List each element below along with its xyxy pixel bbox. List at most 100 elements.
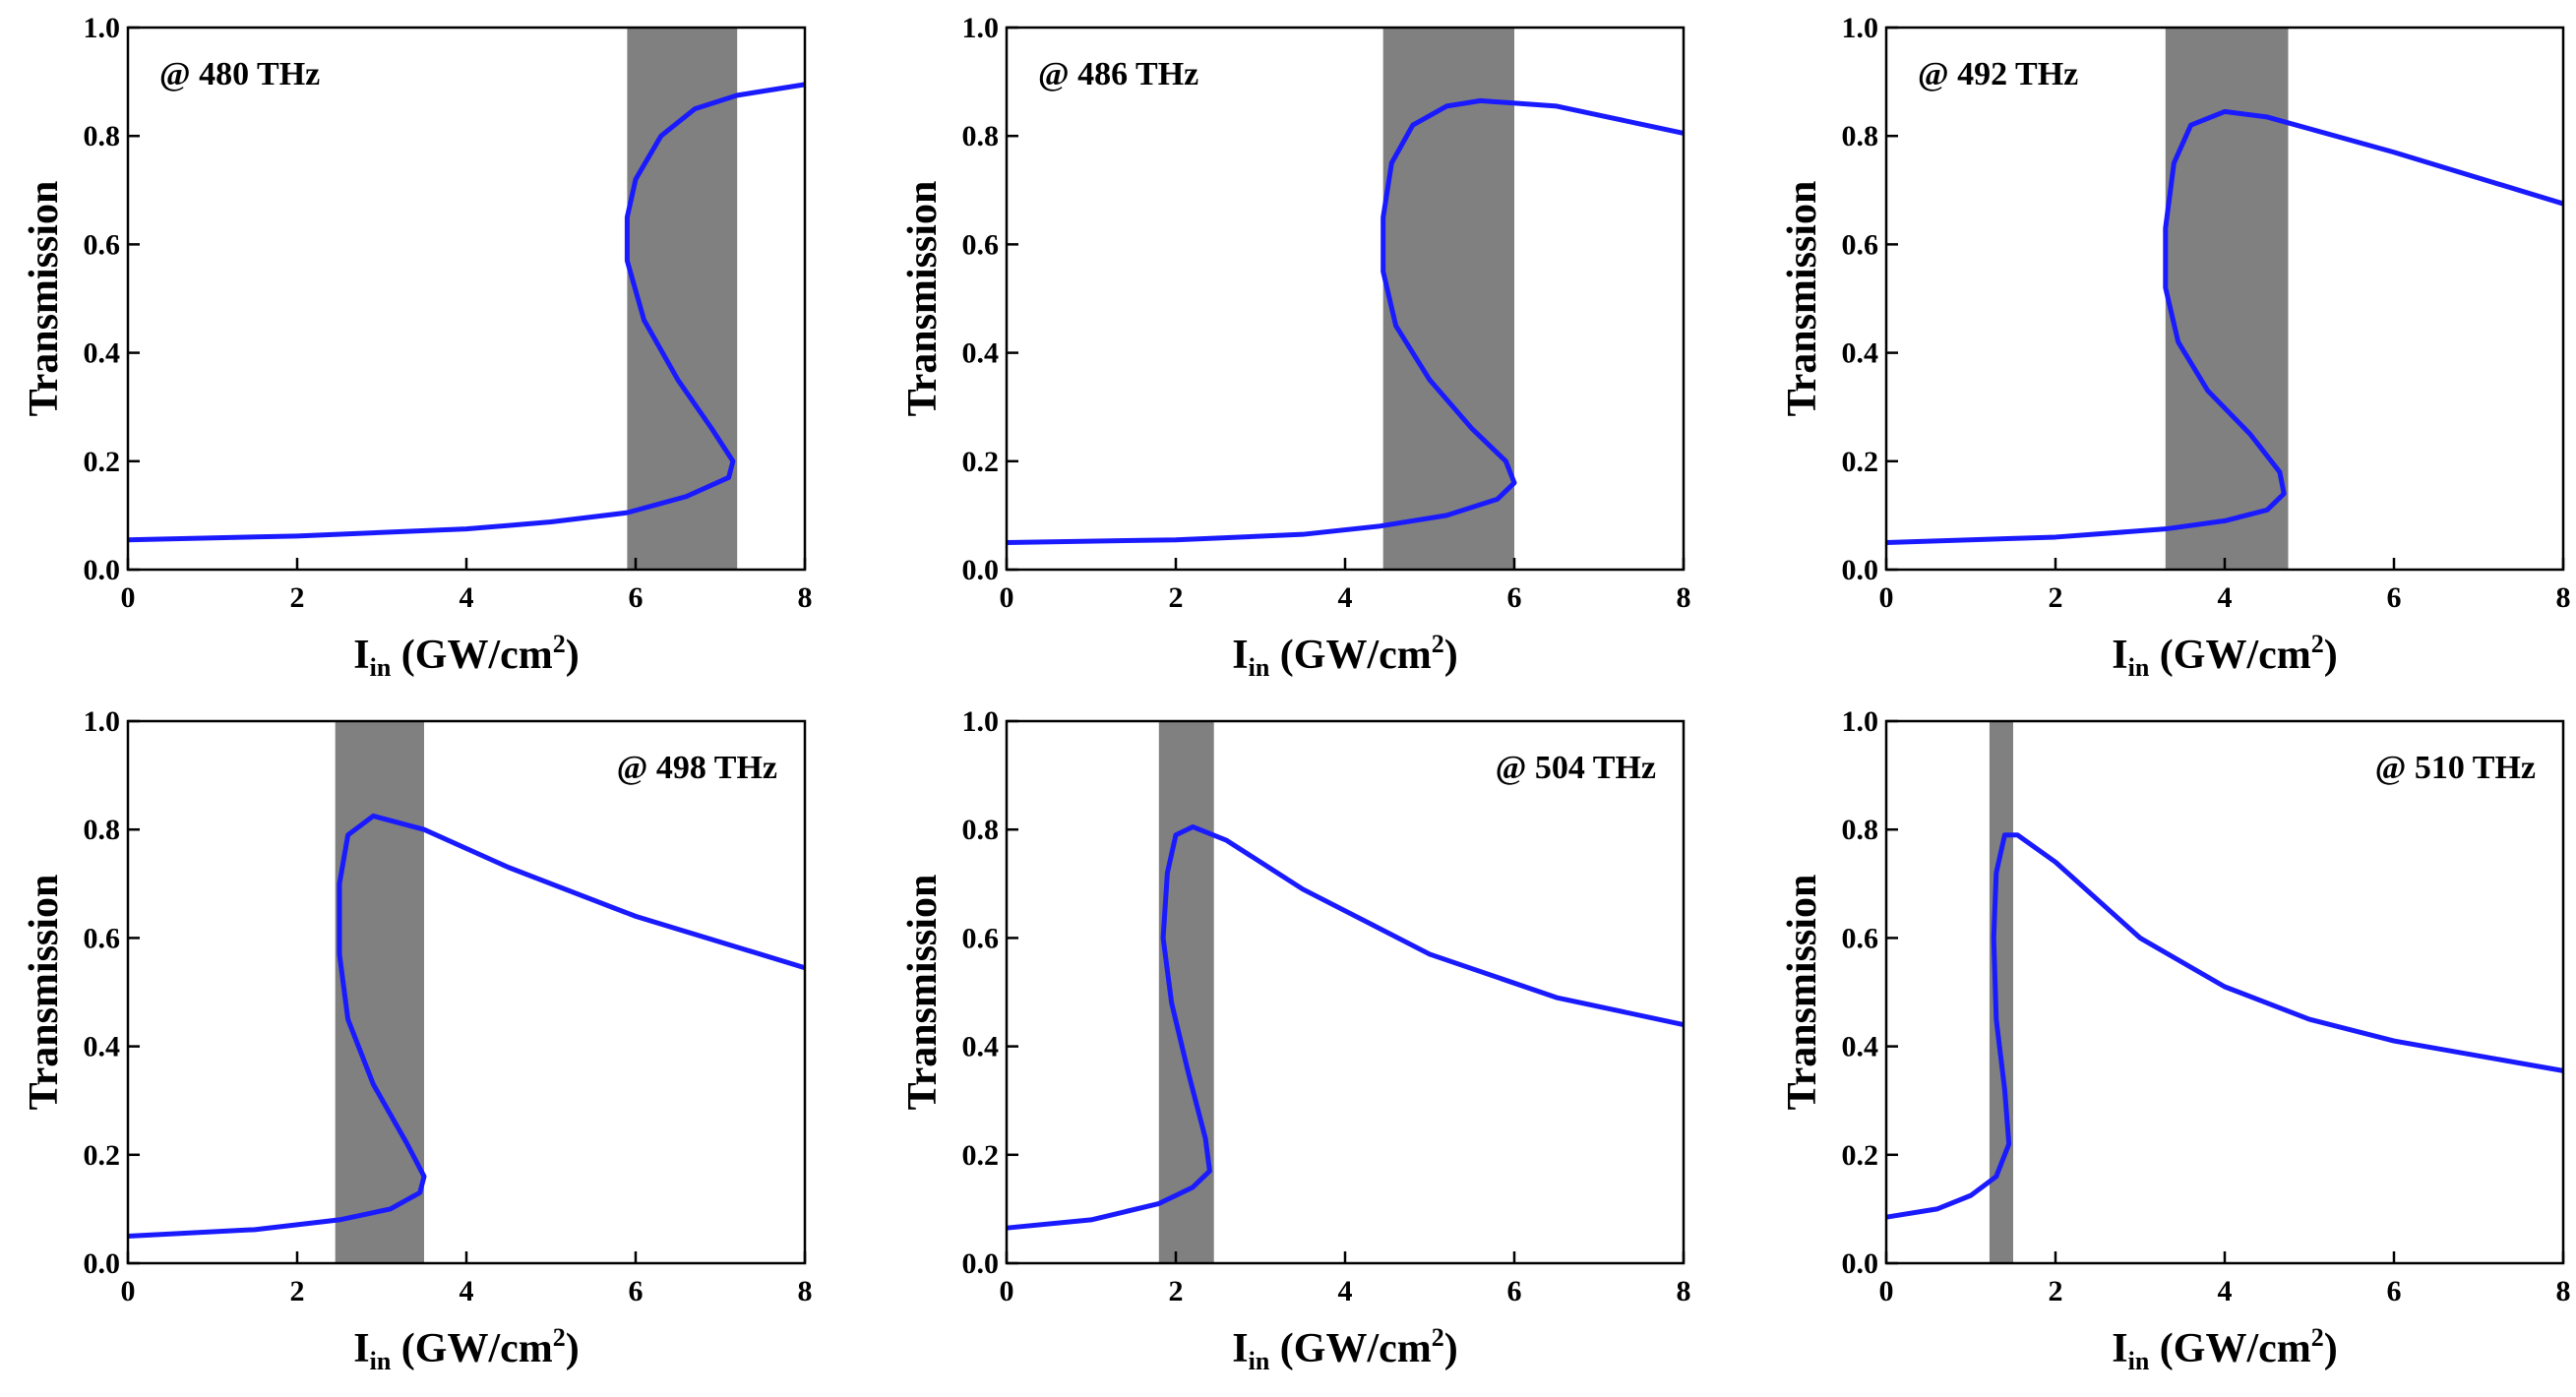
y-axis-label: Transmission bbox=[22, 181, 67, 417]
y-tick-label: 1.0 bbox=[1842, 12, 1879, 44]
x-tick-label: 0 bbox=[1000, 1275, 1014, 1307]
y-tick-label: 0.6 bbox=[84, 228, 121, 261]
x-tick-label: 2 bbox=[290, 1275, 305, 1307]
x-tick-label: 0 bbox=[1879, 581, 1894, 614]
y-tick-label: 0.4 bbox=[84, 1031, 121, 1063]
x-tick-label: 2 bbox=[1169, 1275, 1184, 1307]
y-axis-label: Transmission bbox=[22, 875, 67, 1111]
x-tick-label: 2 bbox=[2049, 1275, 2063, 1307]
x-tick-label: 6 bbox=[629, 581, 644, 614]
subplot: 0 2 4 6 8 0.0 0.2 0.4 0.6 0.8 1.0 Transmission Iin (… bbox=[900, 12, 1691, 682]
x-axis-label-part: ) bbox=[1444, 633, 1458, 678]
x-axis-label-part: ) bbox=[2324, 633, 2338, 678]
x-tick-label: 6 bbox=[1507, 1275, 1522, 1307]
x-axis-label-part: in bbox=[1249, 653, 1270, 682]
plot-frame bbox=[1005, 719, 1686, 1265]
curve bbox=[127, 813, 806, 1239]
x-tick-label: 2 bbox=[1169, 581, 1184, 614]
bistable-region bbox=[335, 721, 424, 1263]
x-axis-label-part: (GW/cm bbox=[2149, 1326, 2310, 1371]
bistable-region bbox=[2165, 28, 2289, 570]
x-tick-label: 6 bbox=[2387, 1275, 2402, 1307]
x-axis-label-part: (GW/cm bbox=[391, 1326, 552, 1371]
y-axis-label: Transmission bbox=[1780, 181, 1825, 417]
x-tick-label: 6 bbox=[1507, 581, 1522, 614]
x-axis-label: Iin (GW/cm2) bbox=[2112, 1323, 2338, 1375]
y-tick-label: 0.0 bbox=[84, 554, 121, 586]
subplot: 0 2 4 6 8 0.0 0.2 0.4 0.6 0.8 1.0 Transmission Iin (… bbox=[22, 705, 813, 1375]
x-tick-label: 6 bbox=[629, 1275, 644, 1307]
y-tick-label: 0.8 bbox=[1842, 814, 1879, 846]
x-axis-label-part: I bbox=[2112, 1326, 2127, 1371]
y-tick-label: 1.0 bbox=[962, 12, 1000, 44]
x-tick-label: 8 bbox=[798, 581, 813, 614]
x-axis-label-part: in bbox=[370, 653, 392, 682]
x-axis-label-part: I bbox=[2112, 633, 2127, 678]
x-tick-label: 4 bbox=[460, 1275, 474, 1307]
y-tick-label: 0.4 bbox=[1842, 337, 1879, 370]
x-axis-label-part: ) bbox=[566, 1326, 580, 1371]
x-axis-label-part: 2 bbox=[2311, 630, 2324, 658]
bistable-region bbox=[1158, 721, 1214, 1263]
y-tick-label: 0.0 bbox=[84, 1247, 121, 1280]
annotation: @ 510 THz bbox=[2375, 750, 2536, 786]
y-tick-label: 0.8 bbox=[1842, 120, 1879, 152]
y-tick-label: 0.2 bbox=[1842, 446, 1879, 478]
subplot: 0 2 4 6 8 0.0 0.2 0.4 0.6 0.8 1.0 Transmission Iin (… bbox=[22, 12, 813, 682]
x-tick-label: 4 bbox=[2218, 581, 2233, 614]
annotation: @ 492 THz bbox=[1918, 56, 2078, 92]
y-tick-label: 0.0 bbox=[1842, 554, 1879, 586]
y-tick-label: 0.2 bbox=[84, 446, 121, 478]
x-axis-label-part: 2 bbox=[1432, 630, 1444, 658]
x-tick-label: 8 bbox=[2556, 1275, 2571, 1307]
y-tick-label: 0.4 bbox=[1842, 1031, 1879, 1063]
x-axis-label-part: I bbox=[1232, 633, 1248, 678]
y-axis-label: Transmission bbox=[1780, 875, 1825, 1111]
y-tick-label: 0.8 bbox=[962, 120, 1000, 152]
x-tick-label: 4 bbox=[2218, 1275, 2233, 1307]
y-axis-label: Transmission bbox=[900, 181, 946, 417]
y-tick-label: 1.0 bbox=[1842, 705, 1879, 738]
x-axis-label-part: 2 bbox=[553, 630, 566, 658]
x-axis-label-part: 2 bbox=[553, 1323, 566, 1352]
x-tick-label: 4 bbox=[1338, 581, 1353, 614]
x-axis-label-part: (GW/cm bbox=[391, 633, 552, 678]
x-tick-label: 0 bbox=[121, 581, 136, 614]
subplot: 0 2 4 6 8 0.0 0.2 0.4 0.6 0.8 1.0 Transmission Iin (… bbox=[1780, 705, 2571, 1375]
x-axis-label: Iin (GW/cm2) bbox=[1232, 1323, 1458, 1375]
x-tick-label: 0 bbox=[121, 1275, 136, 1307]
x-tick-label: 0 bbox=[1879, 1275, 1894, 1307]
subplot: 0 2 4 6 8 0.0 0.2 0.4 0.6 0.8 1.0 Transmission Iin (… bbox=[1780, 12, 2571, 682]
y-tick-label: 1.0 bbox=[962, 705, 1000, 738]
annotation: @ 504 THz bbox=[1496, 750, 1656, 786]
y-tick-label: 0.2 bbox=[1842, 1139, 1879, 1172]
bistable-region bbox=[1382, 28, 1514, 570]
x-tick-label: 8 bbox=[2556, 581, 2571, 614]
y-tick-label: 0.6 bbox=[84, 922, 121, 954]
x-axis-label-part: 2 bbox=[2311, 1323, 2324, 1352]
y-tick-label: 0.4 bbox=[962, 1031, 1000, 1063]
x-axis-label-part: I bbox=[353, 1326, 369, 1371]
x-axis-label-part: (GW/cm bbox=[1269, 633, 1431, 678]
x-axis-label-part: in bbox=[370, 1347, 392, 1375]
y-tick-label: 0.0 bbox=[1842, 1247, 1879, 1280]
y-tick-label: 0.6 bbox=[962, 228, 1000, 261]
annotation: @ 480 THz bbox=[159, 56, 320, 92]
x-tick-label: 4 bbox=[460, 581, 474, 614]
y-tick-label: 0.2 bbox=[84, 1139, 121, 1172]
x-axis-label-part: ) bbox=[2324, 1326, 2338, 1371]
y-tick-label: 0.0 bbox=[962, 1247, 1000, 1280]
x-axis-label-part: I bbox=[1232, 1326, 1248, 1371]
x-tick-label: 4 bbox=[1338, 1275, 1353, 1307]
x-axis-label-part: (GW/cm bbox=[2149, 633, 2310, 678]
x-axis-label-part: I bbox=[353, 633, 369, 678]
y-tick-label: 0.2 bbox=[962, 446, 1000, 478]
y-tick-label: 0.6 bbox=[962, 922, 1000, 954]
subplot: 0 2 4 6 8 0.0 0.2 0.4 0.6 0.8 1.0 Transmission Iin (… bbox=[900, 705, 1691, 1375]
plot-frame bbox=[126, 719, 807, 1265]
y-tick-label: 0.0 bbox=[962, 554, 1000, 586]
x-tick-label: 8 bbox=[1677, 1275, 1691, 1307]
y-tick-label: 0.6 bbox=[1842, 922, 1879, 954]
